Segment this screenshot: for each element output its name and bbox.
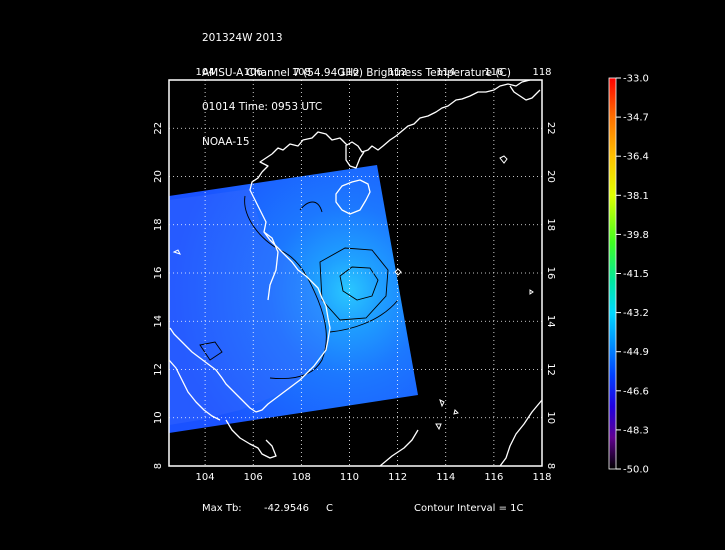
swath-area — [169, 165, 418, 433]
colorbar-label: -46.6 — [623, 386, 649, 397]
lat-label-left-16: 16 — [153, 267, 164, 280]
header-line-channel: AMSU-A Channel 7 (54.94GHz) Brightness T… — [202, 66, 511, 79]
coast-china-inland — [259, 153, 273, 173]
contour-lower — [329, 299, 399, 333]
lat-label-right-20: 20 — [545, 170, 556, 183]
coast-china-south — [271, 80, 531, 155]
lon-label-top-106: 106 — [244, 67, 263, 78]
coast-vietnam — [249, 171, 331, 413]
colorbar-label: -50.0 — [623, 465, 649, 476]
lon-label-bottom-108: 108 — [292, 472, 311, 483]
contour-west — [244, 195, 327, 380]
colorbar-label: -34.7 — [623, 113, 649, 124]
coast-gulf-thailand — [169, 327, 257, 413]
lat-label-left-18: 18 — [153, 218, 164, 231]
islands — [172, 155, 534, 431]
lat-label-right-10: 10 — [545, 411, 556, 424]
island-3 — [439, 399, 445, 408]
lon-label-bottom-112: 112 — [388, 472, 407, 483]
island-7 — [172, 249, 181, 255]
contour-small-sw — [199, 341, 223, 361]
lat-label-right-16: 16 — [545, 267, 556, 280]
colorbar-label: -44.9 — [623, 347, 649, 358]
lat-label-left-12: 12 — [153, 363, 164, 376]
lat-label-left-8: 8 — [153, 463, 164, 469]
lat-label-right-14: 14 — [545, 315, 556, 328]
lat-label-right-18: 18 — [545, 218, 556, 231]
island-4 — [453, 409, 459, 415]
lon-label-bottom-104: 104 — [196, 472, 215, 483]
header-line-satellite: NOAA-15 — [202, 135, 250, 148]
contours — [199, 195, 399, 380]
colorbar-label: -41.5 — [623, 269, 649, 280]
lat-label-left-10: 10 — [153, 411, 164, 424]
lon-label-bottom-114: 114 — [436, 472, 455, 483]
island-6 — [529, 289, 534, 295]
coastlines — [169, 80, 542, 466]
lon-label-top-118: 118 — [532, 67, 551, 78]
colorbar-label: -36.4 — [623, 152, 649, 163]
lon-label-bottom-106: 106 — [244, 472, 263, 483]
lat-label-left-22: 22 — [153, 122, 164, 135]
lat-label-left-20: 20 — [153, 170, 164, 183]
island-5 — [435, 423, 442, 431]
contour-interval: Contour Interval = 1C — [414, 503, 524, 514]
contour-center — [339, 266, 379, 301]
lon-label-top-110: 110 — [340, 67, 359, 78]
coast-hainan — [335, 179, 371, 215]
lon-label-bottom-116: 116 — [484, 472, 503, 483]
contour-north — [299, 201, 323, 213]
coast-philippines — [499, 399, 542, 466]
lat-label-right-12: 12 — [545, 363, 556, 376]
coast-taiwan-strait — [509, 85, 541, 101]
coast-peninsula — [169, 359, 221, 421]
max-tb-unit: C — [326, 503, 333, 514]
lon-label-bottom-110: 110 — [340, 472, 359, 483]
island-1 — [499, 155, 508, 164]
colorbar-label: -43.2 — [623, 308, 649, 319]
swath-land-shade — [169, 189, 328, 425]
island-2 — [394, 268, 402, 276]
colorbar-label: -48.3 — [623, 425, 649, 436]
colorbar-label: -39.8 — [623, 230, 649, 241]
lat-label-right-22: 22 — [545, 122, 556, 135]
contour-ring-2 — [319, 247, 389, 321]
coast-vietnam-interior — [263, 231, 279, 301]
colorbar — [608, 77, 617, 470]
colorbar-labels: -33.0 -34.7 -36.4 -38.1 -39.8 -41.5 -43.2 -44.9… — [616, 74, 649, 476]
lon-label-top-112: 112 — [388, 67, 407, 78]
lat-label-left-14: 14 — [153, 315, 164, 328]
coast-leizhou — [345, 145, 365, 169]
map-frame — [168, 79, 543, 467]
lon-label-top-116: 116 — [484, 67, 503, 78]
lon-label-top-114: 114 — [436, 67, 455, 78]
colorbar-label: -38.1 — [623, 191, 649, 202]
lon-label-top-108: 108 — [292, 67, 311, 78]
tick-labels: 1041041061061081081101101121121141141161… — [153, 67, 556, 483]
max-tb-value: -42.9546 — [264, 503, 309, 514]
lon-label-bottom-118: 118 — [532, 472, 551, 483]
lat-label-right-8: 8 — [545, 463, 556, 469]
header-line-storm: 201324W 2013 — [202, 32, 283, 44]
header-line-time: 01014 Time: 0953 UTC — [202, 101, 323, 113]
max-tb-label: Max Tb: — [202, 503, 242, 514]
colorbar-label: -33.0 — [623, 74, 649, 85]
coast-borneo — [379, 429, 419, 466]
lon-label-top-104: 104 — [196, 67, 215, 78]
coast-se-asia-south — [225, 419, 277, 459]
header: 201324W 2013 AMSU-A Channel 7 (54.94GHz)… — [202, 10, 511, 160]
